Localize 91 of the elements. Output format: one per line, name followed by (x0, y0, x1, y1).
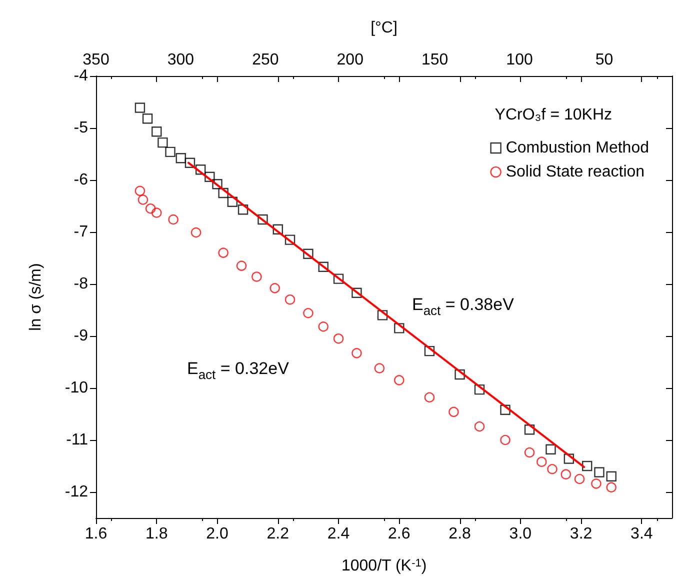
point (190, 227, 202, 238)
y-tick-label: -7 (74, 224, 88, 240)
y-tick-label: -10 (64, 380, 88, 396)
point (284, 294, 296, 305)
y-tick-label: -8 (74, 276, 88, 292)
point (606, 471, 616, 482)
point (134, 186, 146, 196)
point (352, 348, 362, 358)
point (591, 478, 602, 489)
legend-title: YCrO₃f = 10KHz (494, 106, 612, 124)
x2-tick-label: 300 (167, 52, 194, 68)
point (606, 482, 616, 492)
x-tick-label: 2.4 (327, 526, 350, 542)
point (284, 234, 296, 245)
y-tick-label: -12 (64, 484, 88, 500)
x2-tick-label: 150 (421, 52, 448, 68)
point (318, 262, 328, 272)
point (318, 322, 328, 332)
point (212, 179, 222, 190)
point (352, 288, 362, 298)
y-tick-label: -4 (74, 68, 88, 84)
x-tick-label: 2.6 (388, 526, 410, 542)
x2-tick-label: 100 (506, 52, 533, 68)
point (536, 456, 547, 467)
point (165, 146, 176, 158)
point (138, 194, 148, 205)
x2-tick-label: 200 (336, 52, 364, 68)
point (333, 274, 344, 284)
point (236, 260, 247, 271)
point (184, 158, 196, 168)
point (547, 464, 558, 474)
x-tick-label: 1.8 (146, 526, 168, 542)
point (303, 308, 314, 318)
point (594, 467, 604, 478)
point (524, 447, 535, 458)
point (145, 204, 156, 214)
point (582, 460, 592, 472)
point (560, 469, 571, 480)
point (238, 204, 248, 215)
point (270, 283, 280, 294)
x2-tick-label: 350 (82, 52, 110, 68)
point (454, 369, 465, 380)
point (152, 208, 162, 218)
point (218, 248, 228, 258)
legend-label: Solid State reaction (506, 164, 645, 180)
point (272, 224, 283, 234)
point (524, 424, 535, 435)
point (500, 404, 510, 415)
x2-axis-title: [°C] (370, 20, 398, 36)
point (258, 214, 268, 225)
y-axis-title: ln σ (s/m) (28, 263, 44, 331)
y-tick-label: -9 (74, 328, 88, 344)
point (424, 346, 435, 356)
x-tick-label: 3.2 (570, 526, 592, 542)
x2-tick-label: 50 (595, 52, 614, 68)
y-tick-label: -6 (74, 172, 88, 188)
point (158, 137, 168, 148)
x-tick-label: 3.0 (509, 526, 532, 542)
point (303, 248, 314, 259)
x-tick-label: 1.6 (84, 526, 108, 542)
point (448, 406, 459, 418)
x-tick-label: 2.8 (448, 526, 472, 542)
point (227, 196, 238, 207)
point (176, 153, 186, 164)
x-tick-label: 3.4 (630, 526, 653, 542)
x-tick-label: 2.2 (266, 526, 290, 542)
point (195, 164, 206, 175)
point (168, 214, 178, 225)
point (394, 323, 404, 334)
point (252, 272, 262, 282)
point (134, 102, 146, 113)
point (152, 126, 162, 137)
point (564, 454, 574, 464)
point (204, 172, 215, 182)
y-tick-label: -5 (74, 120, 88, 136)
y-tick-label: -11 (66, 432, 88, 448)
point (574, 474, 585, 484)
point (377, 310, 388, 320)
point (546, 444, 556, 454)
point (500, 434, 510, 446)
point (374, 363, 385, 374)
x-tick-label: 2.0 (206, 526, 228, 542)
point (424, 392, 435, 402)
point (394, 375, 404, 386)
point (474, 384, 485, 395)
legend-label: Combustion Method (506, 140, 649, 156)
point (142, 114, 153, 124)
point (218, 188, 228, 198)
point (333, 334, 344, 344)
point (474, 421, 485, 432)
x2-tick-label: 250 (252, 52, 279, 68)
